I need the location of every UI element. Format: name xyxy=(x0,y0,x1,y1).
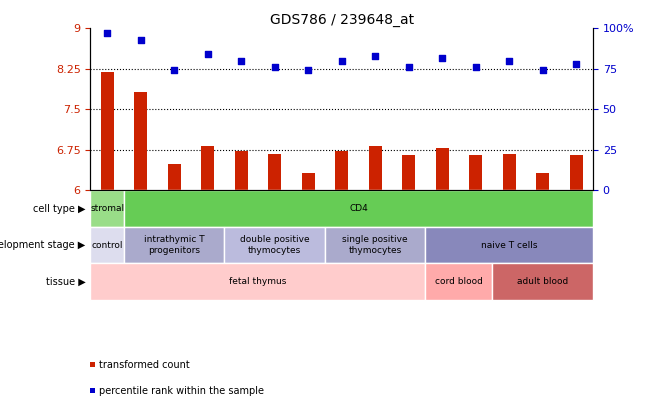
Bar xyxy=(90,263,425,300)
Point xyxy=(102,30,113,36)
Text: CD4: CD4 xyxy=(349,204,368,213)
Bar xyxy=(224,227,325,263)
Text: single positive
thymocytes: single positive thymocytes xyxy=(342,235,408,255)
Text: tissue ▶: tissue ▶ xyxy=(46,277,86,286)
Bar xyxy=(302,173,315,190)
Bar xyxy=(536,173,549,190)
Bar xyxy=(335,151,348,190)
Bar xyxy=(425,227,593,263)
Bar xyxy=(268,153,281,190)
Bar xyxy=(100,72,114,190)
Point xyxy=(571,61,582,67)
Bar xyxy=(90,190,124,227)
Bar xyxy=(124,227,224,263)
Text: double positive
thymocytes: double positive thymocytes xyxy=(240,235,310,255)
Bar xyxy=(90,227,124,263)
Text: cord blood: cord blood xyxy=(435,277,483,286)
Point xyxy=(135,36,146,43)
Text: fetal thymus: fetal thymus xyxy=(229,277,287,286)
Point xyxy=(169,67,180,74)
Bar xyxy=(201,146,214,190)
Point xyxy=(303,67,314,74)
Text: adult blood: adult blood xyxy=(517,277,568,286)
Bar xyxy=(502,153,516,190)
Bar xyxy=(234,151,248,190)
Bar xyxy=(469,155,482,190)
Point xyxy=(537,67,548,74)
Point xyxy=(236,58,247,64)
Title: GDS786 / 239648_at: GDS786 / 239648_at xyxy=(269,13,414,27)
Bar xyxy=(402,155,415,190)
Text: control: control xyxy=(91,241,123,249)
Bar xyxy=(369,146,382,190)
Point xyxy=(437,54,448,61)
Bar xyxy=(325,227,425,263)
Text: transformed count: transformed count xyxy=(98,360,190,369)
Text: naive T cells: naive T cells xyxy=(481,241,537,249)
Text: intrathymic T
progenitors: intrathymic T progenitors xyxy=(144,235,204,255)
Bar xyxy=(436,148,449,190)
Point xyxy=(370,53,381,59)
Bar xyxy=(134,92,147,190)
Point xyxy=(504,58,515,64)
Point xyxy=(336,58,347,64)
Point xyxy=(470,64,481,70)
Text: percentile rank within the sample: percentile rank within the sample xyxy=(98,386,264,396)
Bar xyxy=(168,164,181,190)
Point xyxy=(269,64,280,70)
Text: stromal: stromal xyxy=(90,204,124,213)
Point xyxy=(202,51,213,58)
Text: development stage ▶: development stage ▶ xyxy=(0,240,86,250)
Text: cell type ▶: cell type ▶ xyxy=(33,204,86,213)
Point xyxy=(403,64,414,70)
Bar xyxy=(570,155,583,190)
Bar xyxy=(425,263,492,300)
Bar xyxy=(492,263,593,300)
